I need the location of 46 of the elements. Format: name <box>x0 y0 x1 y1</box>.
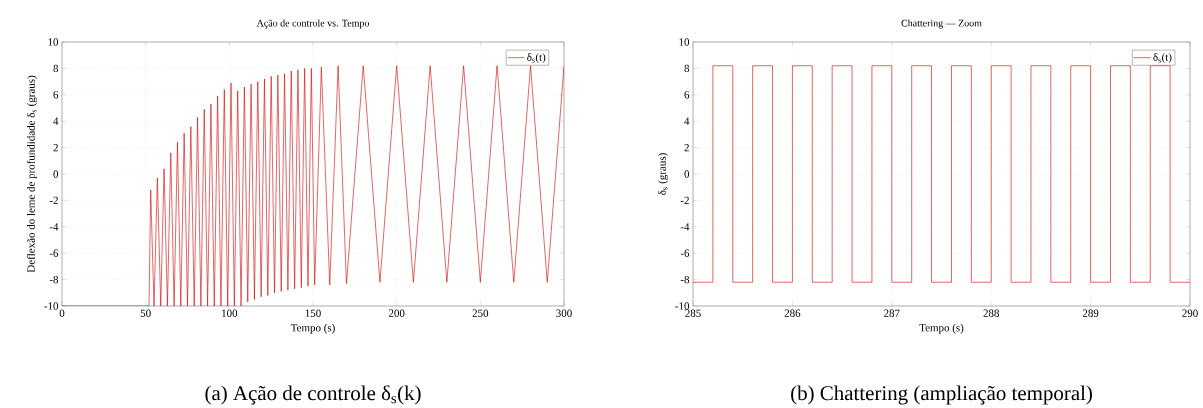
y-tick-label: 2 <box>53 143 58 152</box>
y-tick-label: -10 <box>675 302 690 310</box>
y-tick-label: -6 <box>680 249 690 257</box>
text: (a) Ação de controle δ$_{s}$(k) <box>205 385 421 405</box>
y-tick-label: 6 <box>53 91 59 99</box>
chart-title: Chattering — Zoom <box>901 19 982 29</box>
y-tick-label: 4 <box>684 117 690 125</box>
x-tick-label: 287 <box>884 309 900 317</box>
x-tick-label: 289 <box>1082 309 1099 317</box>
x-tick-label: 0 <box>59 309 65 317</box>
y-tick-label: -2 <box>49 196 58 205</box>
x-tick-label: 250 <box>472 309 489 317</box>
line-series <box>62 65 564 306</box>
y-tick-label: 2 <box>684 143 689 152</box>
y-tick-label: -8 <box>49 275 59 284</box>
y-tick-label: 8 <box>53 64 59 73</box>
x-tick-label: 286 <box>784 309 801 317</box>
x-tick-label: 200 <box>388 309 405 317</box>
x-tick-label: 285 <box>685 309 701 317</box>
y-axis-title: δ$_{s}$ (graus) <box>658 153 669 195</box>
y-tick-label: -6 <box>49 249 59 257</box>
x-axis-title: Tempo (s) <box>290 323 335 334</box>
y-tick-label: -8 <box>680 275 690 284</box>
x-tick-label: 150 <box>305 309 321 317</box>
y-tick-label: -4 <box>49 223 59 231</box>
legend-label: δ$_{s}$(t) <box>527 53 546 64</box>
text: (b) Chattering (ampliação temporal) <box>791 385 1092 405</box>
x-tick-label: 288 <box>983 309 1000 317</box>
x-tick-label: 300 <box>556 309 572 317</box>
y-tick-label: 10 <box>679 38 690 46</box>
x-tick-label: 100 <box>222 309 238 317</box>
y-tick-label: 10 <box>48 38 59 46</box>
x-tick-label: 290 <box>1182 309 1198 317</box>
y-tick-label: -2 <box>680 196 689 205</box>
y-tick-label: 4 <box>53 117 59 125</box>
y-tick-label: -4 <box>680 223 690 231</box>
y-tick-label: 8 <box>684 64 690 73</box>
legend-label: δ$_{s}$(t) <box>1153 53 1172 64</box>
x-axis-title: Tempo (s) <box>919 323 964 334</box>
y-tick-label: 0 <box>53 170 59 178</box>
y-tick-label: 6 <box>684 91 690 99</box>
y-tick-label: 0 <box>684 170 690 178</box>
chart-title: Ação de controle vs. Tempo <box>256 19 370 29</box>
y-tick-label: -10 <box>44 302 59 310</box>
y-axis-title: Deflexão do leme de profundidade δ$_{s}$ (graus) <box>26 75 38 273</box>
x-tick-label: 50 <box>140 309 151 317</box>
